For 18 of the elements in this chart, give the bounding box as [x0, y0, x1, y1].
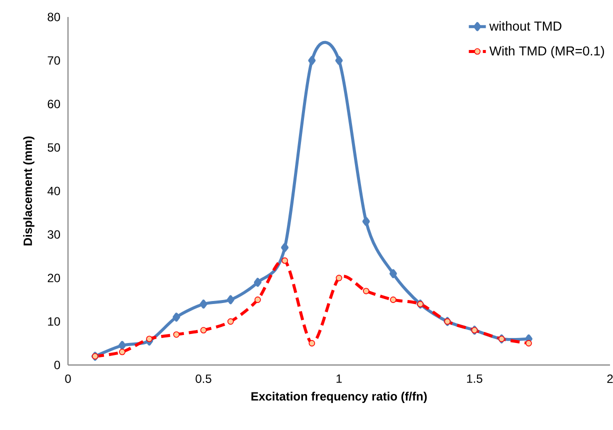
y-tick-label: 20: [48, 274, 60, 282]
x-tick-label: 1.5: [467, 374, 482, 383]
y-axis-title: Displacement (mm): [23, 136, 34, 246]
y-tick-label: 30: [48, 230, 60, 239]
x-tick-label: 0: [65, 374, 71, 383]
y-tick-label: 10: [48, 317, 60, 326]
legend-label: With TMD (MR=0.1): [489, 46, 604, 58]
legend-label: without TMD: [489, 21, 562, 31]
x-tick-label: 0.5: [196, 374, 212, 383]
y-tick-label: 80: [48, 12, 60, 22]
x-axis-title: Excitation frequency ratio (f/fn): [251, 392, 427, 403]
x-tick-label: 2: [607, 374, 613, 383]
y-tick-label: 50: [48, 143, 60, 152]
x-tick-label: 1: [336, 374, 342, 383]
y-tick-label: 0: [54, 360, 60, 370]
y-tick-label: 60: [48, 100, 60, 108]
y-tick-label: 40: [47, 186, 60, 196]
y-tick-label: 70: [48, 56, 60, 65]
